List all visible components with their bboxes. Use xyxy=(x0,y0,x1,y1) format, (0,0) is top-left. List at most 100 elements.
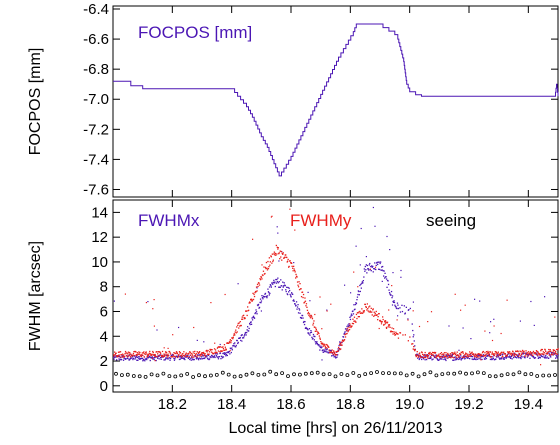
fwhm-point xyxy=(222,346,224,348)
seeing-point xyxy=(232,374,237,379)
seeing-point xyxy=(292,372,296,377)
fwhm-point xyxy=(332,353,334,355)
fwhm-axis-title: FWHM [arcsec] xyxy=(27,241,44,351)
fwhm-point xyxy=(422,353,424,356)
fwhm-point xyxy=(275,254,277,256)
fwhm-point xyxy=(225,355,227,357)
fwhm-point xyxy=(335,356,337,359)
seeing-point xyxy=(339,372,344,376)
seeing-point xyxy=(327,372,332,377)
fwhm-point xyxy=(310,331,313,333)
fwhm-point xyxy=(493,354,495,357)
fwhm-point xyxy=(211,355,214,357)
fwhm-ytick-label: 8 xyxy=(100,279,108,296)
seeing-point xyxy=(392,371,397,376)
fwhm-point xyxy=(237,342,239,345)
fwhm-point xyxy=(557,348,559,350)
fwhm-point xyxy=(421,351,423,354)
fwhm-point xyxy=(419,357,421,359)
fwhm-outlier-point xyxy=(397,315,399,317)
seeing-point xyxy=(155,373,160,378)
fwhm-point xyxy=(280,256,282,258)
fwhm-point xyxy=(145,351,147,353)
fwhm-point xyxy=(157,355,159,357)
fwhm-point xyxy=(501,358,503,360)
fwhm-outlier-point xyxy=(470,338,472,340)
fwhm-point xyxy=(536,350,538,352)
fwhm-point xyxy=(224,346,226,348)
fwhm-point xyxy=(423,354,425,357)
focpos-plot-area xyxy=(113,23,559,177)
fwhm-point xyxy=(503,351,505,353)
fwhm-point xyxy=(276,281,278,283)
fwhm-point xyxy=(264,292,267,295)
fwhm-point xyxy=(291,292,293,294)
fwhm-point xyxy=(225,353,227,356)
fwhm-point xyxy=(463,355,465,357)
fwhm-point xyxy=(474,358,476,360)
fwhm-point xyxy=(266,269,269,271)
fwhm-point xyxy=(527,354,529,356)
fwhm-point xyxy=(303,320,305,323)
seeing-point xyxy=(268,369,273,374)
fwhm-point xyxy=(536,354,538,356)
fwhm-point xyxy=(244,317,246,319)
fwhm-point xyxy=(509,355,511,357)
fwhm-point xyxy=(322,349,324,351)
fwhm-point xyxy=(275,278,277,281)
fwhm-point xyxy=(413,346,415,348)
fwhm-point xyxy=(544,349,546,351)
fwhm-point xyxy=(119,359,121,361)
fwhm-outlier-point xyxy=(407,318,409,320)
fwhm-point xyxy=(202,355,204,357)
fwhm-point xyxy=(383,323,385,326)
fwhm-point xyxy=(161,354,163,357)
fwhm-point xyxy=(196,351,198,353)
fwhm-point xyxy=(439,357,441,359)
fwhm-point xyxy=(113,355,115,357)
fwhm-point xyxy=(162,355,164,357)
fwhm-point xyxy=(195,354,197,356)
fwhm-point xyxy=(270,285,272,287)
fwhm-point xyxy=(451,356,453,358)
fwhm-point xyxy=(451,352,453,354)
fwhm-point xyxy=(210,351,213,353)
fwhm-outlier-point xyxy=(359,264,361,266)
fwhm-point xyxy=(153,354,155,356)
fwhm-point xyxy=(285,289,287,291)
fwhm-point xyxy=(259,298,262,300)
fwhm-point xyxy=(311,336,313,338)
fwhm-point xyxy=(137,356,139,358)
fwhm-point xyxy=(205,355,207,357)
fwhm-point xyxy=(516,354,518,356)
fwhm-point xyxy=(233,343,235,345)
fwhm-point xyxy=(391,327,393,329)
fwhm-point xyxy=(196,356,198,359)
fwhm-outlier-point xyxy=(224,293,226,296)
seeing-point xyxy=(333,374,338,379)
fwhm-outlier-point xyxy=(484,330,486,332)
fwhm-point xyxy=(250,299,252,301)
fwhm-point xyxy=(381,269,383,271)
fwhm-point xyxy=(261,295,263,297)
fwhm-point xyxy=(365,264,367,266)
fwhm-point xyxy=(529,354,531,356)
fwhm-point xyxy=(320,345,322,347)
fwhm-point xyxy=(335,351,337,353)
fwhm-point xyxy=(158,351,160,353)
fwhm-point xyxy=(116,359,118,361)
fwhm-point xyxy=(186,356,188,358)
fwhm-point xyxy=(460,353,462,355)
fwhm-point xyxy=(426,358,428,361)
fwhm-point xyxy=(291,265,293,267)
fwhm-point xyxy=(345,333,347,335)
fwhm-point xyxy=(521,352,523,354)
fwhm-point xyxy=(501,351,503,353)
fwhm-outlier-point xyxy=(321,328,323,330)
fwhm-point xyxy=(429,356,432,358)
fwhm-point xyxy=(116,355,118,357)
fwhm-point xyxy=(315,343,317,345)
fwhm-point xyxy=(239,337,241,339)
fwhm-point xyxy=(281,285,283,287)
fwhm-point xyxy=(164,354,166,356)
